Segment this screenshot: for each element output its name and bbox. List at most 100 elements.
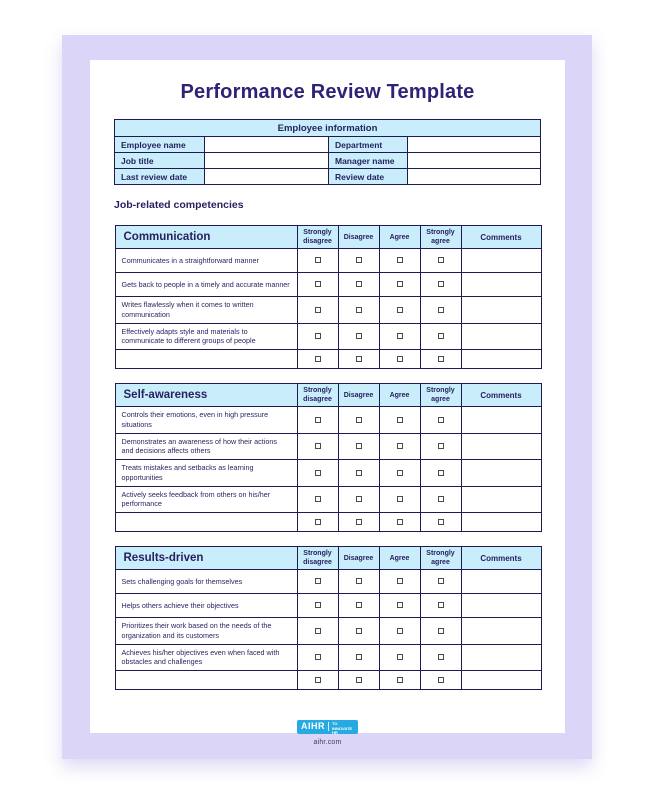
- field-value-cell[interactable]: [406, 136, 542, 153]
- checkbox[interactable]: [314, 257, 321, 264]
- field-value-cell[interactable]: [406, 168, 542, 185]
- checkbox[interactable]: [396, 469, 403, 476]
- checkbox[interactable]: [437, 281, 444, 288]
- checkbox[interactable]: [314, 578, 321, 585]
- checkbox[interactable]: [314, 416, 321, 423]
- comment-cell[interactable]: [460, 432, 542, 461]
- comment-cell[interactable]: [460, 485, 542, 514]
- rating-cell[interactable]: [337, 617, 380, 645]
- checkbox[interactable]: [355, 518, 362, 525]
- checkbox[interactable]: [437, 578, 444, 585]
- comment-cell[interactable]: [460, 349, 542, 370]
- rating-cell[interactable]: [337, 643, 380, 672]
- checkbox[interactable]: [437, 602, 444, 609]
- checkbox[interactable]: [355, 627, 362, 634]
- checkbox[interactable]: [355, 306, 362, 313]
- checkbox[interactable]: [314, 518, 321, 525]
- checkbox[interactable]: [396, 355, 403, 362]
- rating-cell[interactable]: [378, 296, 421, 324]
- checkbox[interactable]: [355, 578, 362, 585]
- checkbox[interactable]: [355, 257, 362, 264]
- rating-cell[interactable]: [419, 593, 462, 619]
- rating-cell[interactable]: [378, 349, 421, 370]
- checkbox[interactable]: [314, 306, 321, 313]
- rating-cell[interactable]: [378, 459, 421, 487]
- checkbox[interactable]: [437, 306, 444, 313]
- comment-cell[interactable]: [460, 322, 542, 351]
- rating-cell[interactable]: [337, 512, 380, 532]
- comment-cell[interactable]: [460, 569, 542, 595]
- checkbox[interactable]: [314, 443, 321, 450]
- checkbox[interactable]: [314, 627, 321, 634]
- rating-cell[interactable]: [378, 569, 421, 595]
- comment-cell[interactable]: [460, 272, 542, 298]
- rating-cell[interactable]: [378, 432, 421, 461]
- checkbox[interactable]: [437, 443, 444, 450]
- comment-cell[interactable]: [460, 512, 542, 532]
- checkbox[interactable]: [437, 518, 444, 525]
- checkbox[interactable]: [314, 333, 321, 340]
- rating-cell[interactable]: [296, 272, 339, 298]
- rating-cell[interactable]: [296, 569, 339, 595]
- comment-cell[interactable]: [460, 248, 542, 274]
- checkbox[interactable]: [355, 496, 362, 503]
- comment-cell[interactable]: [460, 406, 542, 434]
- checkbox[interactable]: [355, 676, 362, 683]
- checkbox[interactable]: [396, 443, 403, 450]
- checkbox[interactable]: [437, 416, 444, 423]
- comment-cell[interactable]: [460, 670, 542, 691]
- comment-cell[interactable]: [460, 617, 542, 645]
- checkbox[interactable]: [437, 469, 444, 476]
- checkbox[interactable]: [437, 355, 444, 362]
- checkbox[interactable]: [396, 257, 403, 264]
- rating-cell[interactable]: [419, 617, 462, 645]
- rating-cell[interactable]: [337, 272, 380, 298]
- checkbox[interactable]: [396, 416, 403, 423]
- rating-cell[interactable]: [337, 406, 380, 434]
- rating-cell[interactable]: [419, 569, 462, 595]
- checkbox[interactable]: [396, 578, 403, 585]
- checkbox[interactable]: [355, 416, 362, 423]
- field-value-cell[interactable]: [406, 152, 542, 169]
- checkbox[interactable]: [396, 281, 403, 288]
- rating-cell[interactable]: [419, 670, 462, 691]
- rating-cell[interactable]: [296, 670, 339, 691]
- checkbox[interactable]: [396, 627, 403, 634]
- checkbox[interactable]: [314, 676, 321, 683]
- rating-cell[interactable]: [419, 272, 462, 298]
- rating-cell[interactable]: [296, 349, 339, 370]
- comment-cell[interactable]: [460, 643, 542, 672]
- rating-cell[interactable]: [296, 459, 339, 487]
- rating-cell[interactable]: [337, 322, 380, 351]
- checkbox[interactable]: [396, 518, 403, 525]
- rating-cell[interactable]: [378, 593, 421, 619]
- rating-cell[interactable]: [337, 432, 380, 461]
- rating-cell[interactable]: [419, 432, 462, 461]
- checkbox[interactable]: [355, 469, 362, 476]
- rating-cell[interactable]: [337, 670, 380, 691]
- rating-cell[interactable]: [378, 617, 421, 645]
- checkbox[interactable]: [355, 443, 362, 450]
- checkbox[interactable]: [314, 654, 321, 661]
- checkbox[interactable]: [437, 496, 444, 503]
- rating-cell[interactable]: [296, 322, 339, 351]
- checkbox[interactable]: [314, 355, 321, 362]
- checkbox[interactable]: [437, 257, 444, 264]
- rating-cell[interactable]: [337, 296, 380, 324]
- rating-cell[interactable]: [378, 670, 421, 691]
- rating-cell[interactable]: [296, 248, 339, 274]
- rating-cell[interactable]: [378, 406, 421, 434]
- rating-cell[interactable]: [378, 322, 421, 351]
- rating-cell[interactable]: [419, 485, 462, 514]
- rating-cell[interactable]: [378, 485, 421, 514]
- field-value-cell[interactable]: [203, 168, 329, 185]
- checkbox[interactable]: [437, 333, 444, 340]
- rating-cell[interactable]: [337, 485, 380, 514]
- rating-cell[interactable]: [296, 593, 339, 619]
- rating-cell[interactable]: [378, 248, 421, 274]
- field-value-cell[interactable]: [203, 152, 329, 169]
- rating-cell[interactable]: [296, 406, 339, 434]
- checkbox[interactable]: [314, 281, 321, 288]
- rating-cell[interactable]: [419, 643, 462, 672]
- rating-cell[interactable]: [296, 485, 339, 514]
